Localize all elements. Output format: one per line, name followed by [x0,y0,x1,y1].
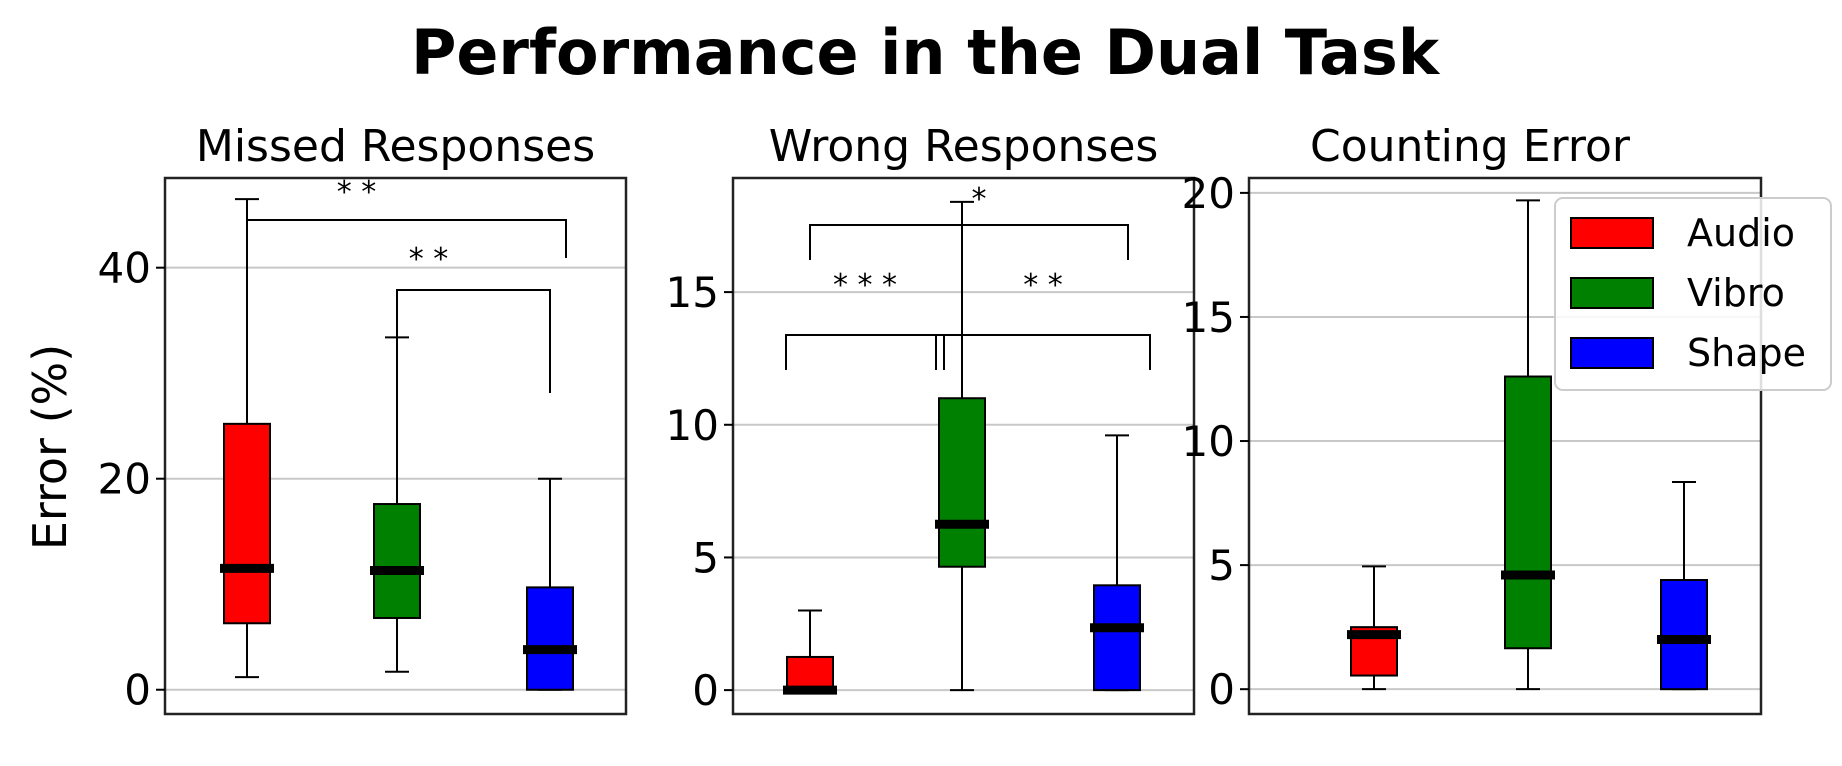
y-tick-label: 15 [666,268,719,317]
significance-label-bg [819,261,911,289]
box-audio [1347,565,1401,691]
significance-bracket [809,224,1129,260]
legend-label-shape: Shape [1687,331,1806,375]
axes-frame [163,176,628,716]
box-audio [783,609,837,695]
y-tick-label: 15 [1182,293,1235,342]
box-vibro [1501,199,1555,691]
box-iqr [1660,579,1708,691]
y-tick-label: 40 [98,244,151,293]
y-tick-label: 10 [666,401,719,450]
box-audio [220,198,274,679]
legend-swatch-vibro [1570,277,1654,309]
box-vibro [935,200,989,692]
legend-swatch-shape [1570,337,1654,369]
box-shape [523,477,577,691]
panel-title: Counting Error [1310,121,1631,172]
box-iqr [223,422,271,625]
significance-label: * * [409,242,449,277]
box-iqr [1504,375,1552,650]
box-shape [1657,480,1711,691]
box-iqr [373,503,421,619]
y-tick-label: 0 [124,666,151,715]
box-shape [1090,434,1144,692]
legend-swatch-audio [1570,217,1654,249]
y-axis-label: Error (%) [23,344,77,550]
box-iqr [1093,584,1141,692]
significance-bracket [396,289,551,393]
panels: * * * * 0 20 40 Missed Responses * * * * * * 0 5 10… [98,121,1763,716]
y-tick-label: 5 [1208,541,1235,590]
y-tick-label: 5 [692,533,719,582]
figure-title: Performance in the Dual Task [411,16,1441,89]
y-tick-label: 10 [1182,417,1235,466]
box-vibro [370,336,424,673]
panel-title: Wrong Responses [769,121,1159,172]
panel-1: * * * * * * 0 5 10 15 Wrong Responses [666,121,1196,716]
box-iqr [786,655,834,692]
panel-0: * * * * 0 20 40 Missed Responses [98,121,628,716]
significance-label-bg [967,175,991,203]
significance-bracket [935,334,1151,370]
y-tick-label: 0 [692,666,719,715]
panel-2: 0 5 10 15 20 Counting Error [1182,121,1763,716]
significance-label: * [972,182,987,217]
y-tick-label: 20 [1182,169,1235,218]
box-iqr [526,586,574,691]
significance-label: * * [337,175,377,210]
significance-label-bg [324,168,389,196]
legend-label-audio: Audio [1687,211,1795,255]
panel-title: Missed Responses [196,121,595,172]
significance-bracket [785,334,945,370]
axes-frame [731,176,1196,716]
significance-label: * * * [833,268,897,303]
box-iqr [938,397,986,568]
significance-label-bg [1011,261,1075,289]
significance-label-bg [396,235,461,263]
significance-label: * * [1023,268,1063,303]
y-tick-label: 0 [1208,665,1235,714]
axes-frame [1247,176,1763,716]
y-tick-label: 20 [98,455,151,504]
legend: Audio Vibro Shape [1554,197,1832,391]
legend-label-vibro: Vibro [1687,271,1785,315]
